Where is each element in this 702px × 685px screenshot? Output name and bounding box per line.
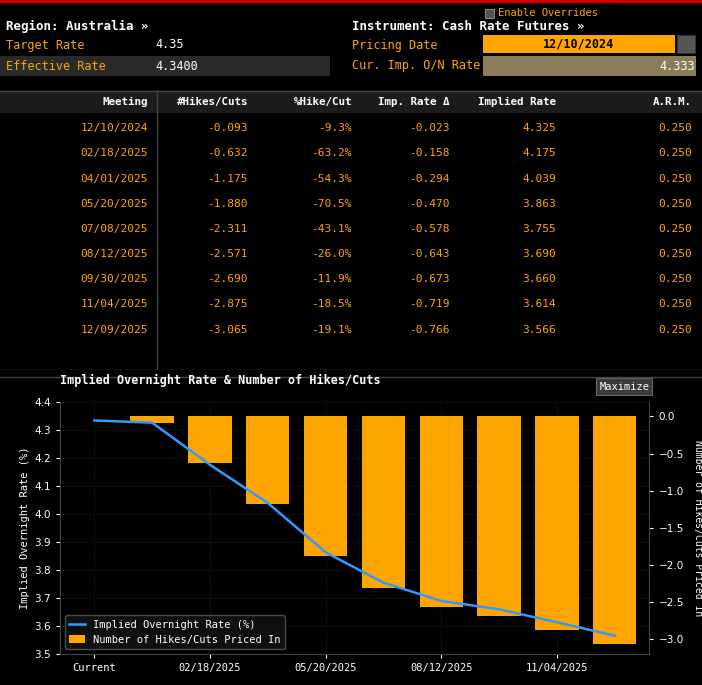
Bar	[246, 416, 289, 503]
Text: -1.175: -1.175	[208, 173, 248, 184]
Text: -2.690: -2.690	[208, 274, 248, 284]
Text: 0.250: 0.250	[658, 123, 692, 133]
Text: -0.632: -0.632	[208, 149, 248, 158]
Text: 12/10/2024: 12/10/2024	[543, 38, 615, 51]
Text: 4.35: 4.35	[155, 38, 183, 51]
Text: 12/09/2025: 12/09/2025	[81, 325, 148, 335]
Bar	[131, 416, 174, 423]
Text: 07/08/2025: 07/08/2025	[81, 224, 148, 234]
Text: 4.175: 4.175	[522, 149, 556, 158]
Bar	[0, 56, 330, 76]
Text: 0.250: 0.250	[658, 325, 692, 335]
Text: -9.3%: -9.3%	[318, 123, 352, 133]
Text: Implied Overnight Rate & Number of Hikes/Cuts: Implied Overnight Rate & Number of Hikes…	[60, 374, 380, 387]
Text: -1.880: -1.880	[208, 199, 248, 209]
Y-axis label: Number of Hikes/Cuts Priced In: Number of Hikes/Cuts Priced In	[693, 440, 702, 616]
Text: -3.065: -3.065	[208, 325, 248, 335]
Text: 0.250: 0.250	[658, 249, 692, 259]
Text: -18.5%: -18.5%	[312, 299, 352, 310]
Bar	[677, 35, 695, 53]
Text: 02/18/2025: 02/18/2025	[81, 149, 148, 158]
Bar	[485, 9, 494, 18]
Text: Enable Overrides: Enable Overrides	[498, 8, 598, 18]
Text: A.R.M.: A.R.M.	[653, 97, 692, 107]
Text: 4.333: 4.333	[659, 60, 695, 73]
Text: 3.863: 3.863	[522, 199, 556, 209]
Text: 0.250: 0.250	[658, 274, 692, 284]
Text: -63.2%: -63.2%	[312, 149, 352, 158]
Text: -0.719: -0.719	[409, 299, 450, 310]
Text: -2.311: -2.311	[208, 224, 248, 234]
Text: 3.755: 3.755	[522, 224, 556, 234]
Text: 0.250: 0.250	[658, 299, 692, 310]
Text: 11/04/2025: 11/04/2025	[81, 299, 148, 310]
Bar	[477, 416, 521, 616]
Text: Implied Rate: Implied Rate	[478, 97, 556, 107]
Legend: Implied Overnight Rate (%), Number of Hikes/Cuts Priced In: Implied Overnight Rate (%), Number of Hi…	[65, 615, 285, 649]
Bar	[535, 416, 578, 630]
Text: 12/10/2024: 12/10/2024	[81, 123, 148, 133]
Bar	[188, 416, 232, 464]
Text: #Hikes/Cuts: #Hikes/Cuts	[176, 97, 248, 107]
Bar	[483, 35, 675, 53]
Text: Cur. Imp. O/N Rate: Cur. Imp. O/N Rate	[352, 60, 480, 73]
Bar	[483, 56, 696, 76]
Text: 05/20/2025: 05/20/2025	[81, 199, 148, 209]
Text: 0.250: 0.250	[658, 199, 692, 209]
Text: 3.690: 3.690	[522, 249, 556, 259]
Text: 4.325: 4.325	[522, 123, 556, 133]
Text: -2.571: -2.571	[208, 249, 248, 259]
Text: -11.9%: -11.9%	[312, 274, 352, 284]
Text: -0.673: -0.673	[409, 274, 450, 284]
Text: Target Rate: Target Rate	[6, 38, 84, 51]
Text: -0.093: -0.093	[208, 123, 248, 133]
Text: 4.039: 4.039	[522, 173, 556, 184]
Text: 4.3400: 4.3400	[155, 60, 198, 73]
Text: Effective Rate: Effective Rate	[6, 60, 106, 73]
Text: -2.875: -2.875	[208, 299, 248, 310]
Text: -0.023: -0.023	[409, 123, 450, 133]
Text: -0.578: -0.578	[409, 224, 450, 234]
Text: -43.1%: -43.1%	[312, 224, 352, 234]
Text: -54.3%: -54.3%	[312, 173, 352, 184]
Text: -0.294: -0.294	[409, 173, 450, 184]
Text: -26.0%: -26.0%	[312, 249, 352, 259]
Bar	[362, 416, 405, 588]
Y-axis label: Implied Overnight Rate (%): Implied Overnight Rate (%)	[20, 447, 30, 609]
Text: -0.766: -0.766	[409, 325, 450, 335]
Text: Region: Australia »: Region: Australia »	[6, 19, 149, 33]
Text: 0.250: 0.250	[658, 224, 692, 234]
Text: 08/12/2025: 08/12/2025	[81, 249, 148, 259]
Text: -70.5%: -70.5%	[312, 199, 352, 209]
Text: Imp. Rate Δ: Imp. Rate Δ	[378, 97, 450, 107]
Bar	[0, 91, 702, 113]
Bar	[420, 416, 463, 608]
Text: 09/30/2025: 09/30/2025	[81, 274, 148, 284]
Bar	[304, 416, 347, 556]
Text: 0.250: 0.250	[658, 149, 692, 158]
Text: Maximize: Maximize	[600, 382, 649, 392]
Bar	[593, 416, 636, 644]
Text: -0.470: -0.470	[409, 199, 450, 209]
Text: Pricing Date: Pricing Date	[352, 38, 437, 51]
Text: 3.614: 3.614	[522, 299, 556, 310]
Text: %Hike/Cut: %Hike/Cut	[293, 97, 352, 107]
Text: -19.1%: -19.1%	[312, 325, 352, 335]
Text: Instrument: Cash Rate Futures »: Instrument: Cash Rate Futures »	[352, 19, 585, 32]
Text: -0.158: -0.158	[409, 149, 450, 158]
Text: -0.643: -0.643	[409, 249, 450, 259]
Text: 3.566: 3.566	[522, 325, 556, 335]
Text: 04/01/2025: 04/01/2025	[81, 173, 148, 184]
Text: 0.250: 0.250	[658, 173, 692, 184]
Text: Meeting: Meeting	[102, 97, 148, 107]
Text: 3.660: 3.660	[522, 274, 556, 284]
